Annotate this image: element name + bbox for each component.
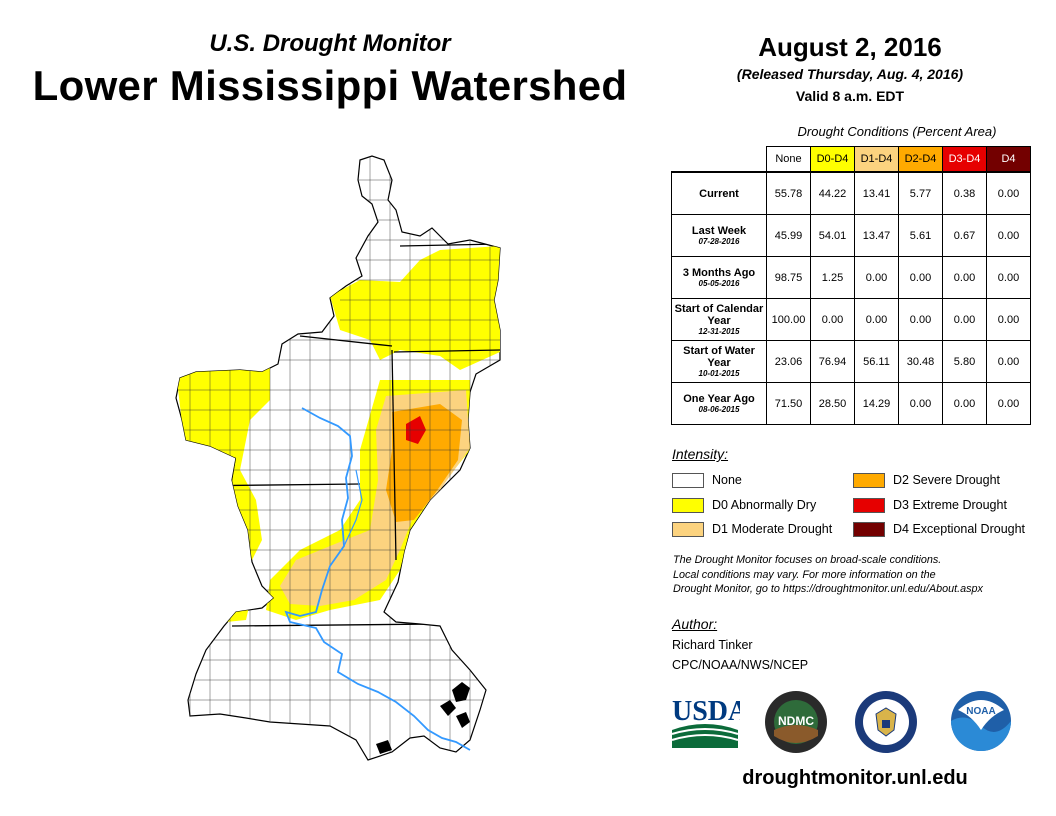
table-caption: Drought Conditions (Percent Area) — [797, 124, 997, 139]
col-header-d3-d4: D3-D4 — [942, 146, 987, 173]
table-row: Start of Water Year 10-01-2015 23.06 76.9… — [671, 340, 1031, 383]
map-title: Lower Mississippi Watershed — [32, 62, 628, 109]
state-boundaries — [179, 243, 500, 627]
legend-item-none: None — [672, 471, 742, 489]
legend-swatch-d4 — [853, 521, 885, 537]
mississippi-river — [284, 407, 471, 751]
col-header-d1-d4: D1-D4 — [854, 146, 899, 173]
tributary-river — [343, 469, 363, 547]
d2-area — [386, 404, 462, 522]
coastal-islands — [376, 682, 470, 754]
map-subtitle: U.S. Drought Monitor — [209, 30, 451, 57]
table-row: Last Week 07-28-2016 45.99 54.01 13.47 5.… — [671, 214, 1031, 257]
legend-swatch-d0 — [672, 497, 704, 513]
table-row: 3 Months Ago 05-05-2016 98.75 1.25 0.00 0… — [671, 256, 1031, 299]
svg-text:NOAA: NOAA — [966, 706, 995, 717]
row-label-last-week: Last Week 07-28-2016 — [671, 214, 767, 257]
valid-time: Valid 8 a.m. EDT — [795, 88, 905, 104]
legend-swatch-none — [672, 472, 704, 488]
legend-title: Intensity: — [672, 446, 729, 462]
col-header-d4: D4 — [986, 146, 1031, 173]
svg-text:USDA: USDA — [672, 696, 740, 727]
legend-item-d0: D0 Abnormally Dry — [672, 496, 816, 514]
table-row: One Year Ago 08-06-2015 71.50 28.50 14.29… — [671, 382, 1031, 425]
legend-swatch-d3 — [853, 497, 885, 513]
legend-swatch-d2 — [853, 472, 885, 488]
author-org: CPC/NOAA/NWS/NCEP — [672, 658, 809, 672]
author-name: Richard Tinker — [672, 638, 753, 652]
drought-conditions-table: None D0-D4 D1-D4 D2-D4 D3-D4 D4 Current … — [671, 146, 1031, 425]
legend-item-d4: D4 Exceptional Drought — [853, 520, 1025, 538]
county-lines — [176, 156, 500, 760]
table-row: Current 55.78 44.22 13.41 5.77 0.38 0.00 — [671, 171, 1031, 215]
map-date: August 2, 2016 — [758, 32, 942, 62]
commerce-seal-logo — [855, 691, 917, 753]
row-label-3-months-ago: 3 Months Ago 05-05-2016 — [671, 256, 767, 299]
usda-logo: USDA — [671, 696, 740, 748]
row-label-start-calendar-year: Start of Calendar Year 12-31-2015 — [671, 298, 767, 341]
row-label-current: Current — [671, 171, 767, 215]
row-label-one-year-ago: One Year Ago 08-06-2015 — [671, 382, 767, 425]
website-link[interactable]: droughtmonitor.unl.edu — [742, 767, 968, 789]
release-date: (Released Thursday, Aug. 4, 2016) — [736, 66, 964, 82]
legend-item-d3: D3 Extreme Drought — [853, 496, 1007, 514]
legend-item-d2: D2 Severe Drought — [853, 471, 1000, 489]
legend-swatch-d1 — [672, 521, 704, 537]
col-header-d2-d4: D2-D4 — [898, 146, 943, 173]
d0-area-southwest — [224, 600, 250, 622]
row-label-start-water-year: Start of Water Year 10-01-2015 — [671, 340, 767, 383]
d0-area-west — [176, 368, 270, 560]
table-row: Start of Calendar Year 12-31-2015 100.00 … — [671, 298, 1031, 341]
drought-map — [175, 155, 501, 761]
col-header-d0-d4: D0-D4 — [810, 146, 855, 173]
legend-item-d1: D1 Moderate Drought — [672, 520, 832, 538]
ndmc-logo: NDMC — [765, 691, 827, 753]
d0-area-north — [330, 246, 500, 370]
col-header-none: None — [766, 146, 811, 173]
disclaimer-text: The Drought Monitor focuses on broad-sca… — [673, 554, 983, 595]
noaa-logo: NOAA — [951, 691, 1011, 751]
svg-text:NDMC: NDMC — [778, 714, 814, 728]
author-title: Author: — [672, 616, 718, 632]
